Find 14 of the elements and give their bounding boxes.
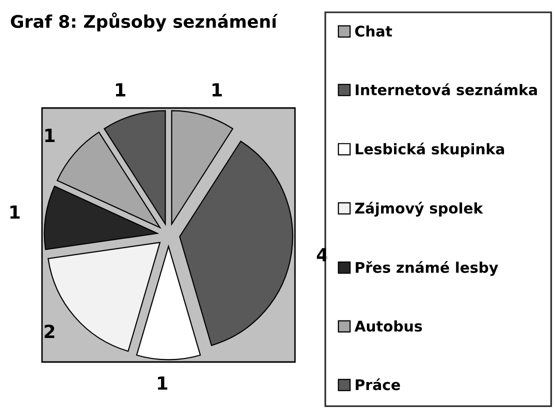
legend-label: Lesbická skupinka — [356, 142, 504, 158]
chart-title: Graf 8: Způsoby seznámení — [10, 12, 278, 32]
data-label: 2 — [44, 324, 54, 338]
legend-label: Práce — [356, 378, 400, 390]
legend-label: Internetová seznámka — [356, 83, 537, 96]
data-label: 1 — [212, 83, 222, 96]
legend-label: Zájmový spolek — [355, 202, 484, 217]
data-label: 1 — [10, 206, 20, 219]
legend-label: Autobus — [354, 320, 422, 332]
data-label: 1 — [158, 376, 168, 390]
data-label: 1 — [45, 128, 55, 142]
data-label: 1 — [116, 83, 126, 96]
legend-label: Chat — [355, 25, 392, 37]
legend-label: Přes známé lesby — [356, 261, 498, 276]
